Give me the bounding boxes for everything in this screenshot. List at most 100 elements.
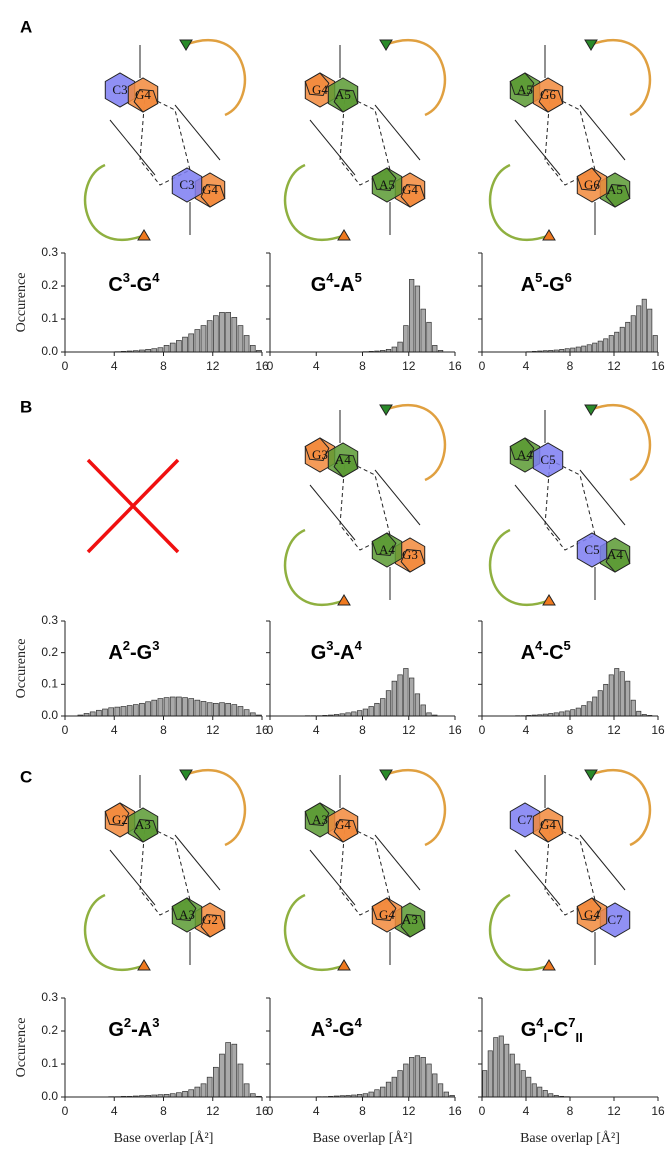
- base-label: C7: [517, 812, 533, 827]
- histogram-bar: [195, 700, 200, 716]
- histogram-bar: [532, 1084, 536, 1097]
- loop: [185, 40, 245, 115]
- histogram-bar: [565, 711, 569, 716]
- terminal-marker: [380, 405, 392, 415]
- x-axis-label: Base overlap [Å²]: [114, 1130, 214, 1146]
- base-label: A5: [517, 82, 533, 97]
- loop: [85, 895, 145, 970]
- base-label: G4: [202, 182, 218, 197]
- title-part: 6: [565, 270, 572, 285]
- histogram-bar: [398, 675, 403, 716]
- histogram-bar: [499, 1036, 503, 1097]
- histogram-bar: [392, 347, 397, 352]
- base-label: G4: [312, 82, 328, 97]
- x-tick-label: 8: [160, 359, 167, 373]
- title-part: 2: [124, 1015, 131, 1030]
- histogram-bar: [653, 336, 657, 353]
- x-tick-label: 12: [206, 359, 220, 373]
- histogram-bar: [189, 699, 194, 716]
- base-label: G6: [540, 87, 556, 102]
- histogram-bar: [189, 1090, 194, 1097]
- histogram-bar: [626, 681, 630, 716]
- terminal-marker: [585, 405, 597, 415]
- histogram-bar: [576, 708, 580, 716]
- terminal-marker: [585, 40, 597, 50]
- histogram-bar: [127, 706, 132, 716]
- chart-title: A2-G3: [108, 638, 159, 664]
- histogram-bar: [183, 698, 188, 716]
- histogram-bar: [250, 345, 255, 352]
- x-tick-label: 8: [567, 723, 574, 737]
- histogram-bar: [593, 697, 597, 716]
- x-tick-label: 12: [402, 1104, 416, 1118]
- histogram-bar: [201, 701, 206, 716]
- histogram-bar: [176, 340, 181, 352]
- histogram-bar: [232, 1044, 237, 1097]
- histogram-bar: [631, 316, 635, 352]
- histogram-bar: [521, 1071, 525, 1097]
- histogram-bar: [220, 312, 225, 352]
- histogram-bar: [96, 710, 101, 716]
- title-part: -A: [333, 642, 354, 664]
- x-tick-label: 8: [567, 359, 574, 373]
- base-label: C5: [540, 452, 555, 467]
- x-tick-label: 8: [567, 1104, 574, 1118]
- title-part: A: [521, 274, 535, 296]
- title-part: -C: [542, 642, 563, 664]
- terminal-marker: [543, 595, 555, 605]
- title-part: G: [311, 642, 327, 664]
- x-tick-label: 4: [523, 1104, 530, 1118]
- histogram-bar: [232, 705, 237, 716]
- terminal-marker: [138, 230, 150, 240]
- histogram-bar: [90, 712, 95, 716]
- histogram-bar: [527, 1077, 531, 1097]
- title-part: 3: [123, 270, 130, 285]
- x-tick-label: 8: [359, 1104, 366, 1118]
- x-tick-label: 0: [479, 1104, 486, 1118]
- chart-title: G3-A4: [311, 638, 363, 664]
- terminal-marker: [180, 770, 192, 780]
- histogram-bar: [195, 1087, 200, 1097]
- y-tick-label: 0.3: [41, 613, 58, 627]
- title-part: 3: [152, 638, 159, 653]
- histogram-bar: [432, 1074, 437, 1097]
- histogram-bar: [421, 705, 426, 716]
- base-label: A3: [179, 907, 195, 922]
- x-tick-label: 8: [359, 723, 366, 737]
- terminal-marker: [585, 770, 597, 780]
- chart-title: A4-C5: [521, 638, 571, 664]
- base-label: A5: [607, 182, 623, 197]
- title-part: -G: [130, 274, 152, 296]
- histogram-bar: [609, 675, 613, 716]
- base-label: G4: [540, 817, 556, 832]
- x-tick-label: 0: [267, 723, 274, 737]
- x-tick-label: 0: [479, 723, 486, 737]
- base-label: C3: [112, 82, 127, 97]
- histogram-bar: [615, 669, 619, 717]
- x-tick-label: 0: [479, 359, 486, 373]
- x-tick-label: 12: [402, 359, 416, 373]
- histogram-bar: [146, 702, 151, 716]
- terminal-marker: [380, 770, 392, 780]
- x-tick-label: 4: [111, 359, 118, 373]
- loop: [490, 895, 550, 970]
- title-part: -C: [547, 1019, 568, 1041]
- loop: [185, 770, 245, 845]
- chart-title: A5-G6: [521, 270, 572, 296]
- y-tick-label: 0.0: [41, 344, 58, 358]
- histogram-bar: [183, 337, 188, 352]
- x-tick-label: 4: [313, 723, 320, 737]
- histogram-bar: [380, 1087, 385, 1097]
- title-part: 2: [123, 638, 130, 653]
- base-label: A5: [379, 177, 395, 192]
- histogram-bar: [220, 703, 225, 716]
- histogram-bar: [409, 1057, 414, 1097]
- base-label: A3: [402, 912, 418, 927]
- base-label: G2: [202, 912, 218, 927]
- histogram-bar: [582, 346, 586, 352]
- terminal-marker: [138, 960, 150, 970]
- histogram-bar: [207, 703, 212, 716]
- base-label: A4: [517, 447, 533, 462]
- title-part: A: [311, 1019, 325, 1041]
